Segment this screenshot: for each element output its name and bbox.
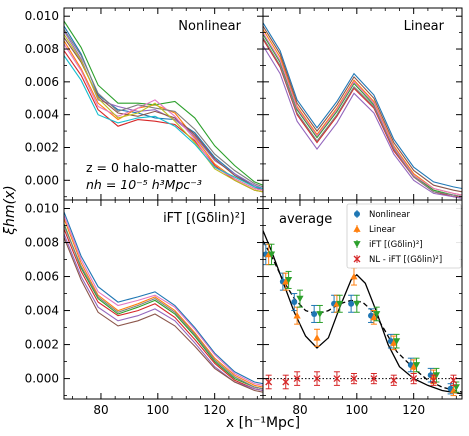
plot-area (263, 230, 462, 397)
marker-triangle-up (353, 225, 361, 232)
y-tick-label: 0.010 (25, 9, 59, 23)
annotation-redshift: z = 0 halo-matter (86, 160, 198, 175)
plot-area (64, 211, 263, 393)
marker-circle (348, 300, 355, 307)
x-tick-label: 80 (292, 403, 307, 417)
plot-area (64, 20, 263, 193)
marker-triangle-up (293, 312, 301, 319)
series-line (64, 20, 263, 186)
series-line (263, 22, 462, 190)
marker-x (313, 375, 321, 383)
series-line (263, 38, 462, 198)
plot-area (263, 22, 462, 199)
x-tick-label: 100 (146, 403, 169, 417)
panel-title: average (279, 212, 332, 227)
marker-triangle-up (370, 313, 378, 321)
y-tick-label: 0.002 (25, 140, 59, 154)
marker-triangle-down (284, 277, 293, 284)
x-tick-label: 100 (345, 403, 368, 417)
series-line (64, 215, 263, 386)
series-line (263, 34, 462, 198)
series-line (64, 233, 263, 392)
panel-bottom-left: 80 100 120 0.000 0.002 0.004 0.006 0.008 0.010 iF… (25, 199, 264, 417)
panel-title: Linear (404, 19, 445, 34)
marker-triangle-down (267, 251, 276, 259)
marker-triangle-down (316, 311, 324, 318)
y-tick-label: 0.010 (25, 202, 59, 216)
y-tick-label: 0.008 (25, 236, 59, 250)
marker-triangle-up (410, 363, 418, 370)
series-line (263, 25, 462, 193)
marker-triangle-down (412, 362, 421, 369)
panel-title: Nonlinear (178, 19, 241, 34)
marker-circle (311, 310, 318, 317)
panel-top-right: Linear (262, 7, 463, 201)
marker-triangle-up (350, 272, 358, 280)
y-axis-label: ξhm(x) (2, 185, 18, 236)
marker-x (370, 375, 378, 383)
series-line (263, 32, 462, 196)
series-line (64, 29, 263, 188)
legend-label: Linear (369, 225, 396, 235)
legend-label: Nonlinear (369, 210, 410, 220)
y-tick-label: 0.000 (25, 173, 59, 187)
marker-triangle-up (282, 278, 290, 285)
x-axis-label: x [h⁻¹Mpc] (226, 415, 300, 431)
marker-x (265, 378, 273, 386)
marker-x (410, 375, 418, 383)
y-tick-label: 0.004 (25, 108, 59, 122)
panel-frame (262, 199, 463, 400)
marker-x (293, 375, 301, 383)
marker-triangle-up (313, 334, 321, 341)
series-line (64, 225, 263, 390)
marker-triangle-down (353, 300, 361, 308)
marker-x (353, 255, 361, 263)
marker-x (430, 376, 438, 384)
series-line (263, 45, 462, 199)
series-line (64, 228, 263, 392)
annotation-number-density: nh = 10⁻⁵ h³Mpc⁻³ (86, 177, 202, 192)
y-tick-label: 0.002 (25, 338, 59, 352)
panel-top-left: 0.000 0.002 0.004 0.006 0.008 0.010 Nonlinear z… (25, 7, 264, 201)
legend-label: NL - iFT [(Gδlin)²] (369, 255, 442, 265)
series-line (64, 55, 263, 190)
panels: 0.000 0.002 0.004 0.006 0.008 0.010 Nonlinear z… (25, 7, 463, 417)
marker-triangle-down (296, 295, 304, 303)
marker-triangle-down (393, 338, 401, 345)
series-line (64, 33, 263, 193)
panel-bottom-right: 80 100 120 average Nonlinear Linear iFT [(Gδli… (262, 199, 463, 417)
marker-triangle-down (373, 311, 381, 318)
y-tick-label: 0.000 (25, 372, 59, 386)
series-line (263, 37, 462, 198)
marker-x (333, 375, 341, 383)
panel-title: iFT [(Gδlin)²] (163, 211, 245, 226)
legend-label: iFT [(Gδlin)²] (369, 240, 423, 250)
marker-triangle-down (336, 300, 344, 308)
y-tick-label: 0.006 (25, 75, 59, 89)
marker-x (390, 376, 398, 384)
x-tick-label: 80 (93, 403, 108, 417)
marker-triangle-down (353, 241, 361, 248)
series-line (263, 29, 462, 196)
marker-x (282, 378, 290, 386)
marker-triangle-up (390, 339, 398, 346)
series-line (64, 237, 263, 393)
y-tick-label: 0.006 (25, 270, 59, 284)
marker-circle (354, 211, 360, 217)
series-line (64, 211, 263, 385)
series-line (64, 218, 263, 388)
series-line (64, 223, 263, 390)
marker-x (350, 375, 358, 383)
series-line (64, 43, 263, 191)
marker-circle (291, 299, 298, 306)
x-tick-label: 120 (402, 403, 425, 417)
marker-x (450, 376, 457, 384)
y-tick-label: 0.008 (25, 42, 59, 56)
x-tick-label: 120 (203, 403, 226, 417)
y-tick-label: 0.004 (25, 304, 59, 318)
legend-box (346, 203, 462, 269)
